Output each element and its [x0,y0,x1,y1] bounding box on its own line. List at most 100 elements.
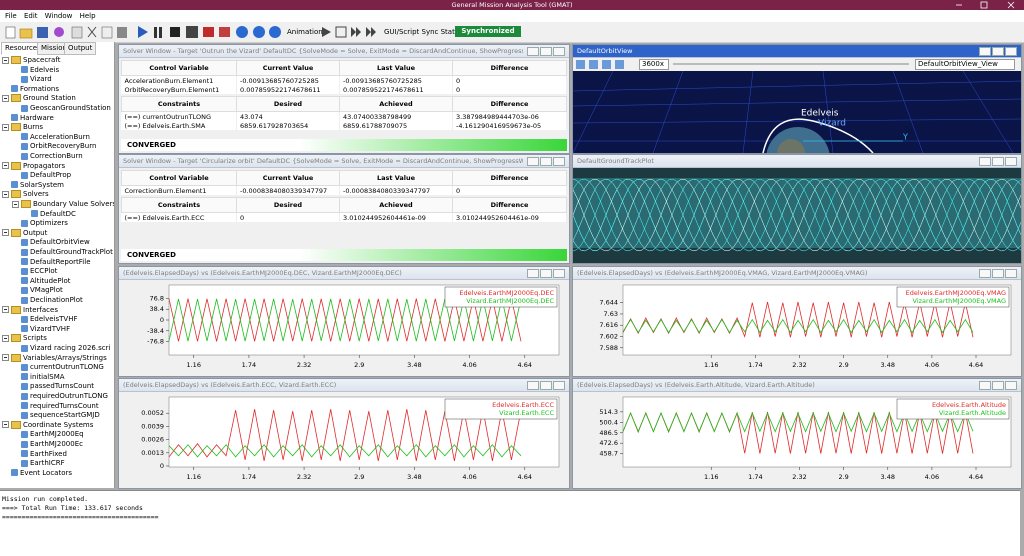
expand-toggle[interactable] [2,306,9,314]
tree-item[interactable]: EarthICRF [12,459,65,468]
sync-icon[interactable] [54,27,64,37]
paste-icon[interactable] [101,26,113,39]
window-button[interactable] [540,381,552,390]
tree-item[interactable]: Vizard [12,75,52,84]
window-button[interactable] [992,157,1004,166]
expand-toggle[interactable] [2,190,9,198]
view-button[interactable] [576,60,585,69]
view-button[interactable] [615,60,624,69]
tree-item[interactable]: Spacecraft [2,56,60,65]
tree-item[interactable]: Variables/Arrays/Strings [2,353,107,363]
window-button[interactable] [979,269,991,278]
tree-item[interactable]: CorrectionBurn [12,152,83,161]
tab[interactable]: Output [64,42,97,55]
window-button[interactable] [992,381,1004,390]
maximize-button[interactable] [980,1,988,9]
tree-item[interactable]: AltitudePlot [12,277,71,286]
time-slider[interactable] [673,63,909,65]
tree-item[interactable]: initialSMA [12,373,65,382]
window-button[interactable] [527,157,539,166]
tree-item[interactable]: EarthMJ2000Eq [12,430,84,439]
anim-play[interactable] [322,27,331,37]
menu-item[interactable]: Help [79,12,96,20]
window-button[interactable] [1005,381,1017,390]
view-button[interactable] [602,60,611,69]
tree-item[interactable]: currentOutrunTLONG [12,363,104,372]
menu-item[interactable]: Window [44,12,73,20]
run-icon[interactable] [138,26,148,38]
view-select[interactable]: DefaultOrbitView_View [915,59,1015,70]
view-buttons[interactable] [575,59,635,70]
window-button[interactable] [553,47,565,56]
tree-item[interactable]: Scripts [2,334,47,343]
window-button[interactable] [1005,47,1017,56]
window-button[interactable] [553,157,565,166]
help-icon[interactable] [236,26,248,38]
animation-controls[interactable] [320,25,380,39]
expand-toggle[interactable] [2,56,9,64]
expand-toggle[interactable] [2,421,9,429]
tree-item[interactable]: requiredTurnsCount [12,402,99,411]
info-icon[interactable] [269,26,281,38]
window-button[interactable] [527,269,539,278]
window-button[interactable] [553,381,565,390]
tree-item[interactable]: Propagators [2,161,65,171]
cut-icon[interactable] [87,26,97,38]
stop-icon[interactable] [170,27,180,37]
tree-item[interactable]: Ground Station [2,94,76,103]
toolbar-icons[interactable] [2,24,282,40]
expand-toggle[interactable] [2,229,9,237]
tree-item[interactable]: Hardware [2,114,54,123]
window-button[interactable] [540,47,552,56]
expand-toggle[interactable] [2,354,9,362]
tree-item[interactable]: requiredOutrunTLONG [12,392,108,401]
expand-toggle[interactable] [12,200,19,208]
window-button[interactable] [992,47,1004,56]
expand-toggle[interactable] [2,94,9,102]
tree-item[interactable]: Solvers [2,190,49,199]
new-icon[interactable] [5,26,16,39]
tree-item[interactable]: DefaultDC [22,210,76,219]
tree-item[interactable]: DefaultOrbitView [12,238,90,247]
tree-item[interactable]: Burns [2,123,43,132]
tree-item[interactable]: passedTurnsCount [12,382,94,391]
tree-item[interactable]: DeclinationPlot [12,296,83,305]
about-icon[interactable] [253,26,265,38]
tree-item[interactable]: Coordinate Systems [2,420,93,430]
window-button[interactable] [1005,157,1017,166]
tree-item[interactable]: ECCPlot [12,267,57,276]
tree-item[interactable]: Edelveis [12,66,59,75]
expand-toggle[interactable] [2,123,9,131]
pause-icon[interactable] [154,27,157,38]
window-button[interactable] [992,269,1004,278]
view-button[interactable] [589,60,598,69]
tree-item[interactable]: VMagPlot [12,286,63,295]
pause-icon[interactable] [159,27,162,38]
anim-stop[interactable] [335,26,347,38]
close-windows-icon[interactable] [219,27,230,37]
window-button[interactable] [979,381,991,390]
tree-item[interactable]: Interfaces [2,305,58,315]
tree-item[interactable]: Boundary Value Solvers [12,200,114,209]
window-button[interactable] [540,157,552,166]
tree-item[interactable]: GeoscanGroundStation [12,104,111,113]
tree-item[interactable]: DefaultGroundTrackPlot [12,248,113,257]
tree-item[interactable]: EdelveisTVHF [12,315,78,324]
window-button[interactable] [979,157,991,166]
window-button[interactable] [527,381,539,390]
tree-item[interactable]: Output [2,228,47,238]
tree-item[interactable]: EarthFixed [12,450,67,459]
tree-item[interactable]: Formations [2,85,59,94]
anim-slower[interactable] [366,27,376,37]
tree-item[interactable]: DefaultProp [12,171,71,180]
window-button[interactable] [527,47,539,56]
speed-input[interactable]: 3600x [639,59,669,70]
expand-toggle[interactable] [2,162,9,170]
tree-item[interactable]: DefaultReportFile [12,258,91,267]
copy-icon[interactable] [71,26,83,39]
tree-item[interactable]: SolarSystem [2,181,64,190]
menu-item[interactable]: Edit [23,12,38,20]
close-button[interactable] [1007,1,1015,9]
close-all-icon[interactable] [203,27,214,37]
expand-toggle[interactable] [2,334,9,342]
